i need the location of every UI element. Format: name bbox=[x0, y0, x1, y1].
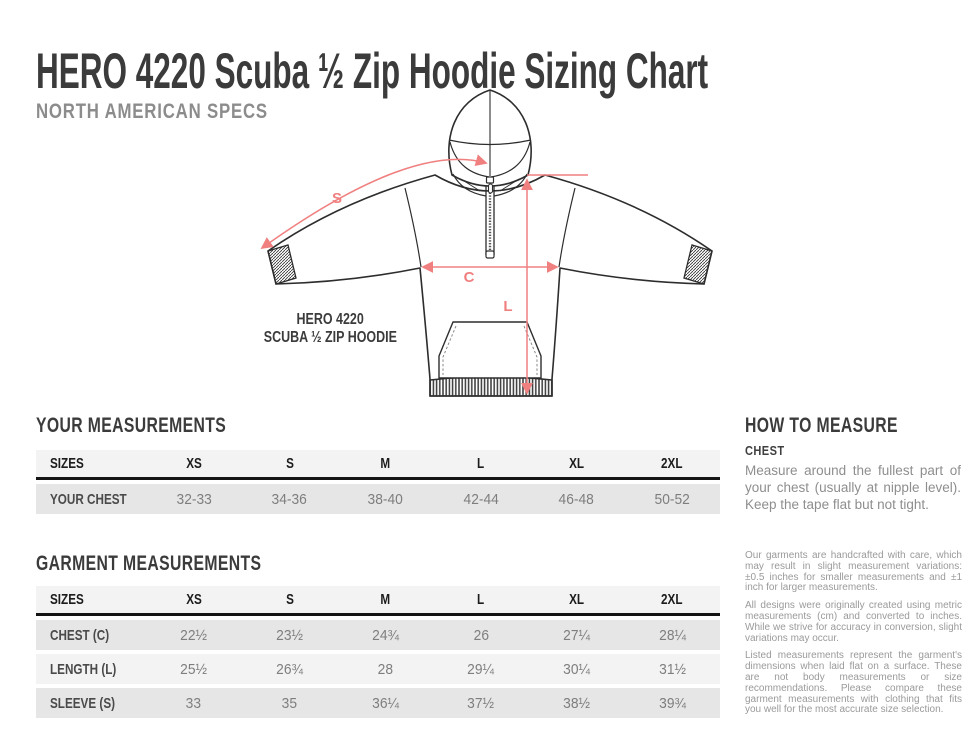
table-header-row: SIZES XS S M L XL 2XL bbox=[36, 586, 720, 616]
header-cell-xs: XS bbox=[186, 591, 202, 608]
cell-value: 31½ bbox=[658, 660, 686, 678]
page-subtitle: NORTH AMERICAN SPECS bbox=[36, 100, 326, 124]
header-cell-m: M bbox=[380, 591, 391, 608]
cell-value: 24¾ bbox=[371, 626, 399, 644]
diagram-caption-line2: SCUBA ½ ZIP HOODIE bbox=[263, 329, 397, 346]
row-label: SLEEVE (S) bbox=[50, 694, 116, 712]
table-row-sleeve: SLEEVE (S) 33 35 36¼ 37½ 38½ 39¾ bbox=[36, 688, 720, 718]
cell-value: 22½ bbox=[180, 626, 208, 644]
hem-ribbing bbox=[429, 375, 553, 397]
cell-value: 25½ bbox=[180, 660, 208, 678]
cell-value: 37½ bbox=[467, 694, 495, 712]
how-to-measure-body: Measure around the fullest part of your … bbox=[745, 463, 961, 512]
cell-value: 26¾ bbox=[276, 660, 303, 678]
cell-value: 27¼ bbox=[563, 626, 590, 644]
right-armhole-seam bbox=[558, 187, 576, 268]
header-cell-s: S bbox=[285, 591, 294, 608]
cell-value: 32-33 bbox=[176, 490, 212, 508]
hood-face-right bbox=[490, 141, 531, 178]
cell-value: 38½ bbox=[563, 694, 590, 712]
disclaimer-paragraph: Listed measurements represent the garmen… bbox=[745, 650, 962, 716]
cell-value: 36¼ bbox=[371, 694, 399, 712]
header-cell-2xl: 2XL bbox=[661, 455, 683, 472]
cell-value: 42-44 bbox=[463, 490, 499, 508]
sleeve-dimension-arrow bbox=[260, 154, 488, 250]
cell-value: 30¼ bbox=[563, 660, 590, 678]
row-label: YOUR CHEST bbox=[50, 490, 127, 508]
cell-value: 35 bbox=[281, 694, 298, 712]
diagram-caption-line1: HERO 4220 bbox=[296, 311, 364, 328]
your-measurements-heading: YOUR MEASUREMENTS bbox=[36, 414, 227, 437]
length-dim-label: L bbox=[503, 298, 512, 315]
garment-measurements-heading: GARMENT MEASUREMENTS bbox=[36, 552, 262, 575]
garment-measurements-table: SIZES XS S M L XL 2XL CHEST (C) 22½ 23½ … bbox=[36, 586, 720, 718]
right-cuff bbox=[683, 244, 713, 285]
zipper-pull bbox=[487, 183, 494, 194]
pocket-stitch-left bbox=[442, 325, 457, 375]
table-row-your-chest: YOUR CHEST 32-33 34-36 38-40 42-44 46-48… bbox=[36, 484, 720, 514]
diagram-caption: HERO 4220 SCUBA ½ ZIP HOODIE bbox=[240, 311, 420, 347]
cell-value: 46-48 bbox=[558, 490, 595, 508]
cell-value: 23½ bbox=[276, 626, 303, 644]
hoodie-technical-drawing: S C L bbox=[240, 85, 740, 405]
page-subtitle-text: NORTH AMERICAN SPECS bbox=[36, 100, 268, 123]
disclaimer-notes: Our garments are handcrafted with care, … bbox=[745, 550, 962, 716]
dimension-lines bbox=[260, 154, 588, 395]
table-row-length: LENGTH (L) 25½ 26¾ 28 29¼ 30¼ 31½ bbox=[36, 654, 720, 684]
page-title: HERO 4220 Scuba ½ Zip Hoodie Sizing Char… bbox=[36, 42, 966, 100]
collar-right bbox=[493, 173, 528, 197]
collar-fold-right bbox=[499, 178, 520, 192]
table-header-row: SIZES XS S M L XL 2XL bbox=[36, 450, 720, 480]
cell-value: 34-36 bbox=[271, 490, 308, 508]
header-cell-xl: XL bbox=[569, 591, 585, 608]
cell-value: 33 bbox=[186, 694, 202, 712]
header-cell-l: L bbox=[477, 591, 485, 608]
sleeve-dim-label: S bbox=[332, 190, 342, 207]
zipper-slider bbox=[485, 176, 495, 184]
header-cell-2xl: 2XL bbox=[661, 591, 683, 608]
header-cell-xl: XL bbox=[569, 455, 585, 472]
how-to-measure-subheading: CHEST bbox=[745, 443, 785, 458]
row-label: LENGTH (L) bbox=[50, 660, 117, 678]
your-measurements-table: SIZES XS S M L XL 2XL YOUR CHEST 32-33 3… bbox=[36, 450, 720, 514]
cell-value: 39¾ bbox=[658, 694, 686, 712]
cell-value: 29¼ bbox=[467, 660, 495, 678]
header-cell-l: L bbox=[477, 455, 485, 472]
row-label: CHEST (C) bbox=[50, 626, 110, 644]
table-row-chest: CHEST (C) 22½ 23½ 24¾ 26 27¼ 28¼ bbox=[36, 620, 720, 650]
cell-value: 38-40 bbox=[367, 490, 403, 508]
cell-value: 28 bbox=[377, 660, 393, 678]
header-cell-m: M bbox=[380, 455, 391, 472]
chest-dim-label: C bbox=[464, 269, 475, 286]
header-cell-sizes: SIZES bbox=[50, 591, 84, 608]
header-cell-xs: XS bbox=[186, 455, 202, 472]
how-to-measure-heading: HOW TO MEASURE bbox=[745, 414, 898, 437]
page-title-text: HERO 4220 Scuba ½ Zip Hoodie Sizing Char… bbox=[36, 43, 709, 99]
cell-value: 28¼ bbox=[658, 626, 686, 644]
disclaimer-paragraph: All designs were originally created usin… bbox=[745, 600, 962, 644]
disclaimer-paragraph: Our garments are handcrafted with care, … bbox=[745, 550, 962, 594]
cell-value: 26 bbox=[473, 626, 489, 644]
cell-value: 50-52 bbox=[654, 490, 690, 508]
header-cell-s: S bbox=[285, 455, 294, 472]
hoodie-flat-sketch-svg: S C L bbox=[260, 89, 713, 397]
header-cell-sizes: SIZES bbox=[50, 455, 84, 472]
